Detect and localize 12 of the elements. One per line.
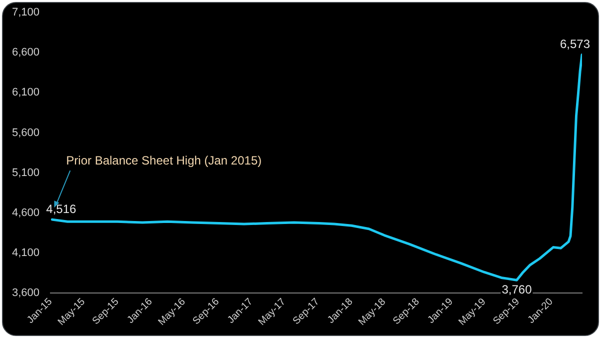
annotation: Prior Balance Sheet High (Jan 2015): [66, 154, 262, 168]
y-tick-label: 6,100: [12, 86, 40, 99]
y-tick-label: 4,100: [12, 246, 40, 259]
y-tick-label: 3,600: [12, 286, 40, 299]
data-label: 6,573: [560, 37, 590, 52]
y-tick-label: 5,600: [12, 126, 40, 139]
y-tick-label: 6,600: [12, 46, 40, 59]
y-tick-label: 5,100: [12, 166, 40, 179]
data-label: 3,760: [502, 282, 532, 296]
data-label: 4,516: [46, 202, 77, 216]
y-tick-label: 4,600: [12, 206, 40, 219]
y-tick-label: 7,100: [12, 6, 40, 19]
